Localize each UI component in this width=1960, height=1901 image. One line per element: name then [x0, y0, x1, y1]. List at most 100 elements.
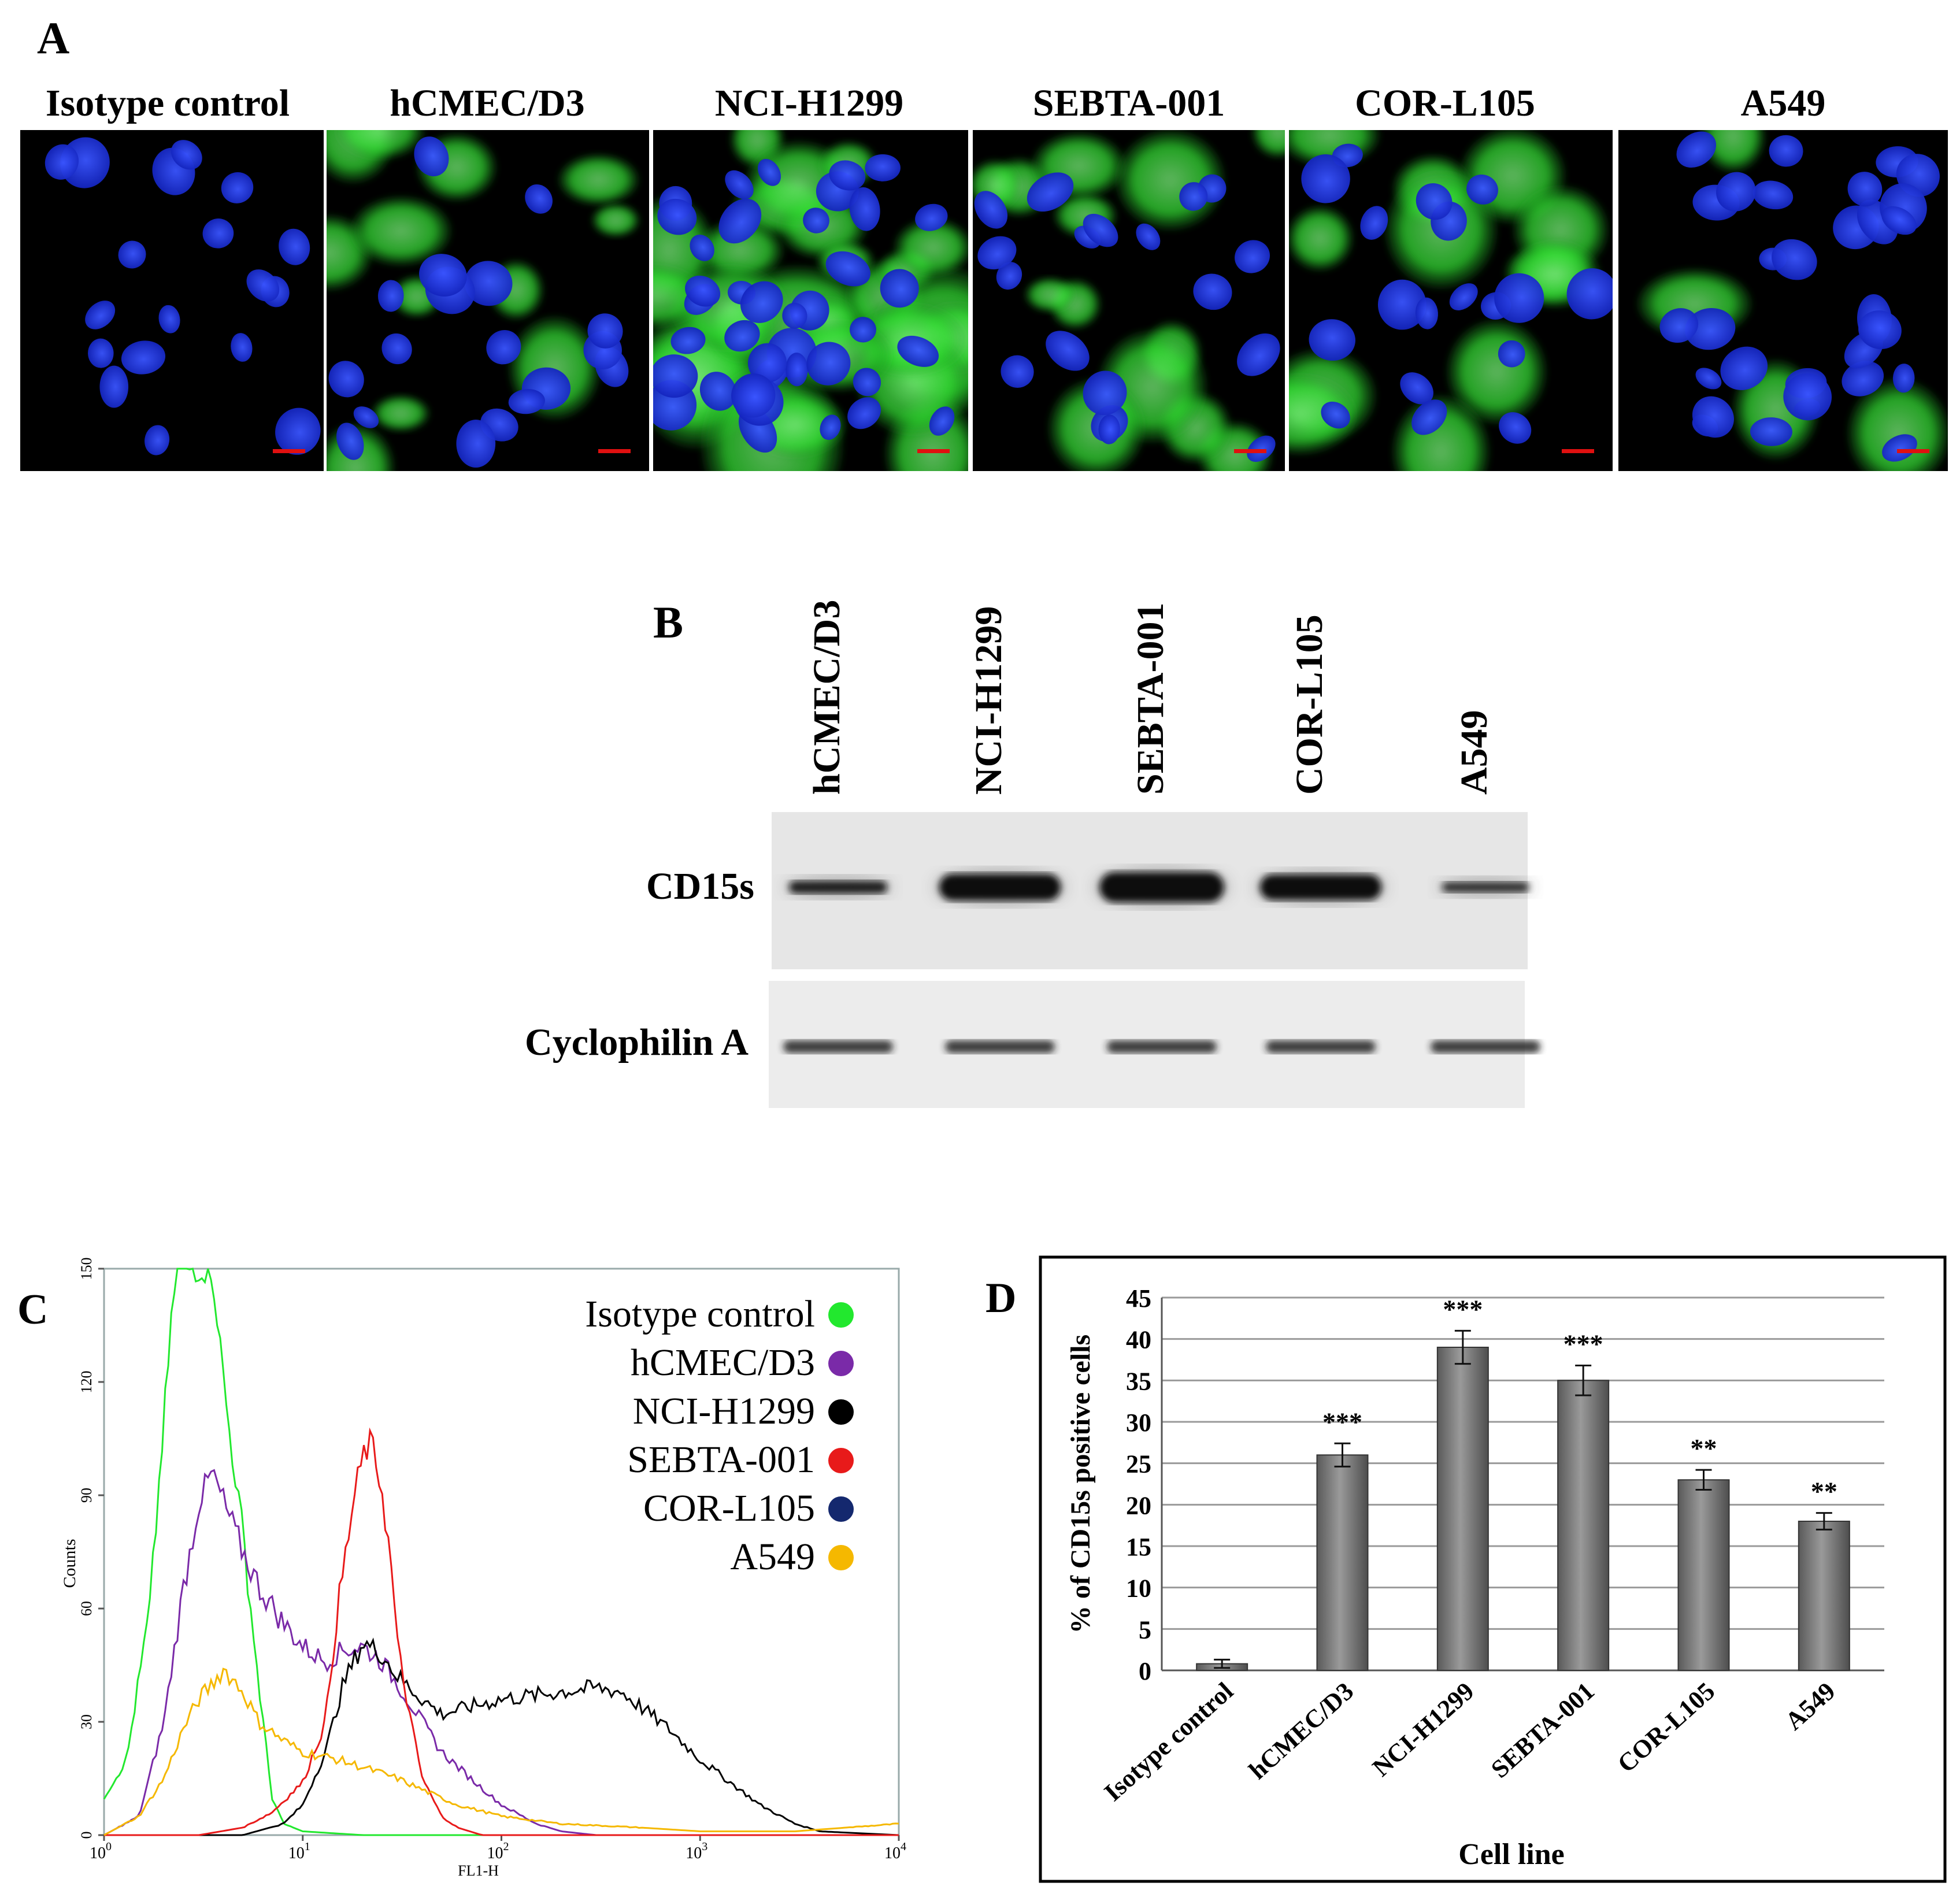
green-stain: [1251, 130, 1285, 158]
nucleus: [587, 313, 623, 349]
green-stain: [894, 218, 968, 277]
nucleus: [336, 423, 364, 460]
scale-bar: [273, 449, 305, 453]
nucleus: [757, 158, 781, 186]
micro-label-5: A549: [1741, 82, 1826, 124]
nucleus: [657, 198, 697, 235]
nucleus: [1676, 131, 1717, 168]
bar-1: [1316, 1454, 1369, 1671]
nucleus: [456, 420, 496, 468]
nucleus: [1235, 240, 1270, 273]
green-stain: [1847, 379, 1948, 471]
green-stain: [1024, 277, 1076, 312]
green-stain: [558, 154, 639, 205]
blot-lane-label-3: COR-L105: [1288, 614, 1331, 795]
nucleus: [464, 261, 513, 306]
nucleus: [377, 280, 404, 312]
nucleus: [353, 406, 379, 428]
nucleus: [847, 397, 881, 429]
significance-label-5: **: [1811, 1477, 1837, 1506]
blot-band: [789, 881, 887, 894]
nucleus: [1881, 206, 1917, 235]
nucleus: [221, 172, 254, 203]
nucleus: [1321, 401, 1350, 429]
nucleus: [1247, 435, 1276, 462]
nucleus: [1400, 372, 1433, 405]
nucleus: [929, 406, 955, 436]
nucleus: [725, 170, 754, 199]
nucleus: [670, 327, 706, 354]
y-tick-label: 25: [1126, 1450, 1151, 1478]
nucleus: [740, 281, 783, 323]
nucleus: [897, 335, 939, 367]
y-tick-label: 5: [1139, 1615, 1151, 1644]
histogram-series-2: [104, 1637, 899, 1836]
y-tick-label: 30: [1126, 1409, 1151, 1437]
panel-b: B hCMEC/D3 NCI-H1299 SEBTA-001 COR-L105 A549…: [525, 597, 1540, 1108]
micrograph-5: [1618, 130, 1948, 471]
nucleus: [414, 136, 449, 177]
blot-band: [1260, 874, 1381, 900]
legend-dot-0: [828, 1302, 854, 1328]
nucleus: [850, 317, 876, 343]
legend-dot-3: [828, 1448, 854, 1473]
nucleus: [1566, 268, 1613, 320]
nucleus: [1301, 154, 1350, 203]
nucleus: [829, 160, 866, 191]
blot-row-label-1: Cyclophilin A: [525, 1021, 749, 1063]
micro-label-0: Isotype control: [46, 82, 290, 124]
blot-band: [1442, 882, 1529, 892]
x-tick-label: 104: [884, 1840, 906, 1862]
nucleus: [419, 254, 467, 297]
nucleus: [1783, 373, 1832, 421]
nucleus: [1752, 180, 1794, 210]
green-stain: [335, 130, 425, 160]
nucleus: [1659, 308, 1699, 343]
blot-band: [1266, 1040, 1376, 1053]
nucleus: [486, 330, 521, 365]
legend-label-4: COR-L105: [643, 1487, 815, 1529]
bar-3: [1557, 1380, 1610, 1671]
nucleus: [1449, 283, 1478, 310]
scale-bar: [1234, 449, 1266, 453]
nucleus: [99, 365, 129, 408]
histogram-series-3: [104, 1427, 899, 1836]
nucleus: [1499, 412, 1532, 444]
nucleus: [1769, 135, 1803, 167]
nucleus: [880, 269, 919, 308]
nucleus: [158, 305, 180, 333]
legend-dot-1: [828, 1351, 854, 1376]
y-tick-label: 120: [78, 1371, 95, 1394]
blot-lane-label-2: SEBTA-001: [1129, 602, 1172, 795]
panel-b-letter: B: [653, 597, 683, 647]
scale-bar: [1897, 449, 1929, 453]
nucleus: [1193, 273, 1232, 310]
nucleus: [1237, 333, 1280, 376]
nucleus: [1001, 355, 1034, 388]
nucleus: [849, 187, 880, 231]
nucleus: [88, 338, 114, 368]
green-stain: [1289, 206, 1354, 271]
blot-lane-label-1: NCI-H1299: [968, 606, 1010, 795]
nucleus: [1695, 368, 1722, 390]
micro-label-1: hCMEC/D3: [390, 82, 584, 124]
nucleus: [246, 269, 280, 302]
legend-label-5: A549: [730, 1536, 815, 1578]
significance-label-2: ***: [1443, 1294, 1483, 1324]
scale-bar: [917, 449, 950, 453]
green-stain: [1700, 130, 1765, 172]
nucleus: [525, 184, 553, 214]
histogram-legend: Isotype control hCMEC/D3 NCI-H1299 SEBTA-00…: [585, 1293, 854, 1578]
blot-band: [945, 1040, 1055, 1053]
panel-c: C 0 30 60 90 120 150 Counts 100 101 102 103 104 FL1-…: [17, 1258, 906, 1880]
nucleus: [275, 407, 321, 455]
nucleus: [1083, 370, 1127, 416]
nucleus: [786, 353, 808, 387]
nucleus: [202, 218, 234, 249]
x-tick-label: 101: [288, 1840, 310, 1862]
blot-strip-cyclophilin: [769, 981, 1540, 1108]
legend-label-3: SEBTA-001: [627, 1439, 815, 1481]
nucleus: [996, 262, 1022, 290]
nucleus: [1750, 417, 1792, 446]
